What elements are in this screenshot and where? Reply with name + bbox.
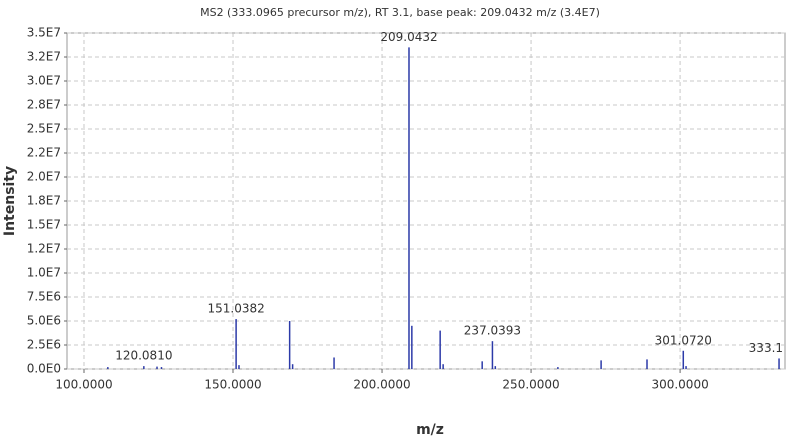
y-tick-label: 7.5E6 (27, 290, 61, 304)
y-tick-label: 2.5E7 (27, 122, 61, 136)
y-tick-label: 1.8E7 (27, 194, 61, 208)
x-tick-label: 100.0000 (55, 378, 112, 392)
peak-label: 333.1 (749, 341, 783, 355)
chart-title: MS2 (333.0965 precursor m/z), RT 3.1, ba… (200, 6, 600, 19)
y-tick-label: 3.0E7 (27, 74, 61, 88)
x-tick-label: 300.0000 (651, 378, 708, 392)
y-tick-label: 2.0E7 (27, 170, 61, 184)
x-tick-label: 200.0000 (353, 378, 410, 392)
y-tick-label: 0.0E0 (27, 362, 61, 376)
peak-label: 120.0810 (115, 349, 172, 363)
y-tick-label: 1.2E7 (27, 242, 61, 256)
y-tick-label: 3.2E7 (27, 50, 61, 64)
y-tick-label: 3.5E7 (27, 26, 61, 40)
peak-label: 151.0382 (207, 302, 264, 316)
y-axis-label: Intensity (2, 166, 18, 236)
x-axis-label: m/z (416, 422, 444, 438)
x-tick-label: 250.0000 (502, 378, 559, 392)
peak-label: 301.0720 (655, 333, 712, 347)
peak-label: 209.0432 (380, 30, 437, 44)
peak-label: 237.0393 (464, 324, 521, 338)
y-tick-label: 2.2E7 (27, 146, 61, 160)
y-tick-label: 1.0E7 (27, 266, 61, 280)
y-tick-label: 2.5E6 (27, 338, 61, 352)
y-tick-label: 1.5E7 (27, 218, 61, 232)
y-tick-label: 5.0E6 (27, 314, 61, 328)
x-tick-label: 150.0000 (204, 378, 261, 392)
y-tick-label: 2.8E7 (27, 98, 61, 112)
